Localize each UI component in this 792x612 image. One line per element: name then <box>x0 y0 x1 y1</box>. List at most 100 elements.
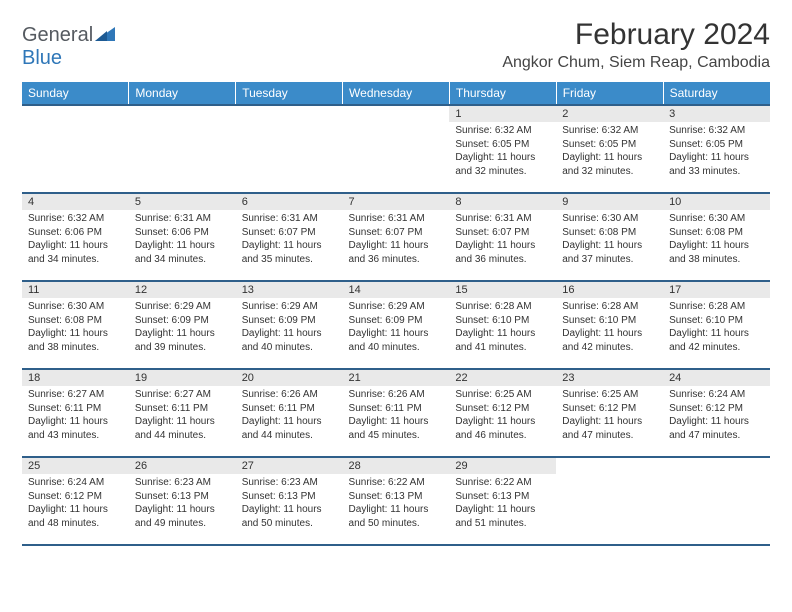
sunrise-text: Sunrise: 6:24 AM <box>28 476 123 490</box>
sunrise-text: Sunrise: 6:23 AM <box>135 476 230 490</box>
day-details: Sunrise: 6:32 AMSunset: 6:05 PMDaylight:… <box>449 122 556 182</box>
sunset-text: Sunset: 6:12 PM <box>455 402 550 416</box>
day-number: 5 <box>129 194 236 210</box>
sunset-text: Sunset: 6:11 PM <box>242 402 337 416</box>
daylight-text: Daylight: 11 hours and 50 minutes. <box>242 503 337 530</box>
calendar-week-row: 1Sunrise: 6:32 AMSunset: 6:05 PMDaylight… <box>22 105 770 193</box>
day-details: Sunrise: 6:30 AMSunset: 6:08 PMDaylight:… <box>22 298 129 358</box>
calendar-week-row: 25Sunrise: 6:24 AMSunset: 6:12 PMDayligh… <box>22 457 770 545</box>
sunset-text: Sunset: 6:12 PM <box>669 402 764 416</box>
calendar-day-cell: 18Sunrise: 6:27 AMSunset: 6:11 PMDayligh… <box>22 369 129 457</box>
day-number: 23 <box>556 370 663 386</box>
calendar-header-row: Sunday Monday Tuesday Wednesday Thursday… <box>22 82 770 105</box>
daylight-text: Daylight: 11 hours and 44 minutes. <box>135 415 230 442</box>
sunrise-text: Sunrise: 6:29 AM <box>242 300 337 314</box>
day-details: Sunrise: 6:22 AMSunset: 6:13 PMDaylight:… <box>343 474 450 534</box>
daylight-text: Daylight: 11 hours and 49 minutes. <box>135 503 230 530</box>
calendar-week-row: 11Sunrise: 6:30 AMSunset: 6:08 PMDayligh… <box>22 281 770 369</box>
calendar-day-cell: 19Sunrise: 6:27 AMSunset: 6:11 PMDayligh… <box>129 369 236 457</box>
day-details: Sunrise: 6:26 AMSunset: 6:11 PMDaylight:… <box>343 386 450 446</box>
day-header: Saturday <box>663 82 770 105</box>
calendar-day-cell: 15Sunrise: 6:28 AMSunset: 6:10 PMDayligh… <box>449 281 556 369</box>
calendar-day-cell: 2Sunrise: 6:32 AMSunset: 6:05 PMDaylight… <box>556 105 663 193</box>
day-number: 22 <box>449 370 556 386</box>
day-header: Friday <box>556 82 663 105</box>
sunrise-text: Sunrise: 6:28 AM <box>455 300 550 314</box>
calendar-body: 1Sunrise: 6:32 AMSunset: 6:05 PMDaylight… <box>22 105 770 545</box>
calendar-day-cell: 16Sunrise: 6:28 AMSunset: 6:10 PMDayligh… <box>556 281 663 369</box>
day-number: 11 <box>22 282 129 298</box>
day-header: Wednesday <box>343 82 450 105</box>
daylight-text: Daylight: 11 hours and 33 minutes. <box>669 151 764 178</box>
day-details: Sunrise: 6:23 AMSunset: 6:13 PMDaylight:… <box>236 474 343 534</box>
daylight-text: Daylight: 11 hours and 37 minutes. <box>562 239 657 266</box>
daylight-text: Daylight: 11 hours and 48 minutes. <box>28 503 123 530</box>
brand-logo: General Blue <box>22 18 115 70</box>
day-details: Sunrise: 6:28 AMSunset: 6:10 PMDaylight:… <box>449 298 556 358</box>
sunset-text: Sunset: 6:13 PM <box>135 490 230 504</box>
sunrise-text: Sunrise: 6:25 AM <box>562 388 657 402</box>
sunset-text: Sunset: 6:08 PM <box>562 226 657 240</box>
day-number: 21 <box>343 370 450 386</box>
sunrise-text: Sunrise: 6:28 AM <box>669 300 764 314</box>
calendar-day-cell: 25 Sunrise: 6:24 AMSunset: 6:12 PMDayligh… <box>22 457 129 545</box>
day-details: Sunrise: 6:28 AMSunset: 6:10 PMDaylight:… <box>663 298 770 358</box>
sunset-text: Sunset: 6:12 PM <box>28 490 123 504</box>
sunrise-text: Sunrise: 6:32 AM <box>562 124 657 138</box>
brand-text: General Blue <box>22 24 115 70</box>
sunset-text: Sunset: 6:05 PM <box>562 138 657 152</box>
day-details: Sunrise: 6:32 AMSunset: 6:06 PMDaylight:… <box>22 210 129 270</box>
daylight-text: Daylight: 11 hours and 42 minutes. <box>669 327 764 354</box>
calendar-day-cell: 4Sunrise: 6:32 AMSunset: 6:06 PMDaylight… <box>22 193 129 281</box>
calendar-day-cell: 5Sunrise: 6:31 AMSunset: 6:06 PMDaylight… <box>129 193 236 281</box>
daylight-text: Daylight: 11 hours and 42 minutes. <box>562 327 657 354</box>
brand-word1: General <box>22 24 93 46</box>
day-details: Sunrise: 6:31 AMSunset: 6:06 PMDaylight:… <box>129 210 236 270</box>
calendar-day-cell: 9Sunrise: 6:30 AMSunset: 6:08 PMDaylight… <box>556 193 663 281</box>
calendar-day-cell: 10Sunrise: 6:30 AMSunset: 6:08 PMDayligh… <box>663 193 770 281</box>
sunset-text: Sunset: 6:11 PM <box>135 402 230 416</box>
sunset-text: Sunset: 6:10 PM <box>455 314 550 328</box>
daylight-text: Daylight: 11 hours and 36 minutes. <box>455 239 550 266</box>
day-details: Sunrise: 6:30 AMSunset: 6:08 PMDaylight:… <box>556 210 663 270</box>
sunset-text: Sunset: 6:13 PM <box>455 490 550 504</box>
sunset-text: Sunset: 6:11 PM <box>349 402 444 416</box>
day-number: 7 <box>343 194 450 210</box>
sunset-text: Sunset: 6:10 PM <box>562 314 657 328</box>
calendar-day-cell: 6Sunrise: 6:31 AMSunset: 6:07 PMDaylight… <box>236 193 343 281</box>
daylight-text: Daylight: 11 hours and 46 minutes. <box>455 415 550 442</box>
day-details: Sunrise: 6:24 AMSunset: 6:12 PMDaylight:… <box>663 386 770 446</box>
sunrise-text: Sunrise: 6:32 AM <box>28 212 123 226</box>
calendar-week-row: 4Sunrise: 6:32 AMSunset: 6:06 PMDaylight… <box>22 193 770 281</box>
day-number: 25 <box>22 458 129 474</box>
day-header: Sunday <box>22 82 129 105</box>
day-number: 28 <box>343 458 450 474</box>
day-details: Sunrise: 6:25 AMSunset: 6:12 PMDaylight:… <box>449 386 556 446</box>
day-details: Sunrise: 6:28 AMSunset: 6:10 PMDaylight:… <box>556 298 663 358</box>
sunrise-text: Sunrise: 6:29 AM <box>349 300 444 314</box>
day-number: 24 <box>663 370 770 386</box>
day-number: 1 <box>449 106 556 122</box>
day-number: 19 <box>129 370 236 386</box>
calendar-day-cell: 12Sunrise: 6:29 AMSunset: 6:09 PMDayligh… <box>129 281 236 369</box>
day-details: Sunrise: 6:31 AMSunset: 6:07 PMDaylight:… <box>343 210 450 270</box>
page-header: General Blue February 2024 Angkor Chum, … <box>22 18 770 72</box>
day-header: Thursday <box>449 82 556 105</box>
daylight-text: Daylight: 11 hours and 38 minutes. <box>28 327 123 354</box>
daylight-text: Daylight: 11 hours and 45 minutes. <box>349 415 444 442</box>
sunrise-text: Sunrise: 6:32 AM <box>455 124 550 138</box>
sunset-text: Sunset: 6:09 PM <box>135 314 230 328</box>
calendar-day-cell <box>343 105 450 193</box>
calendar-day-cell <box>663 457 770 545</box>
day-details: Sunrise: 6:27 AMSunset: 6:11 PMDaylight:… <box>22 386 129 446</box>
location-text: Angkor Chum, Siem Reap, Cambodia <box>502 54 770 72</box>
calendar-day-cell: 1Sunrise: 6:32 AMSunset: 6:05 PMDaylight… <box>449 105 556 193</box>
calendar-day-cell <box>129 105 236 193</box>
calendar-day-cell: 8Sunrise: 6:31 AMSunset: 6:07 PMDaylight… <box>449 193 556 281</box>
day-details: Sunrise: 6:30 AMSunset: 6:08 PMDaylight:… <box>663 210 770 270</box>
day-number: 4 <box>22 194 129 210</box>
daylight-text: Daylight: 11 hours and 44 minutes. <box>242 415 337 442</box>
calendar-day-cell: 24Sunrise: 6:24 AMSunset: 6:12 PMDayligh… <box>663 369 770 457</box>
day-number: 13 <box>236 282 343 298</box>
day-number: 2 <box>556 106 663 122</box>
